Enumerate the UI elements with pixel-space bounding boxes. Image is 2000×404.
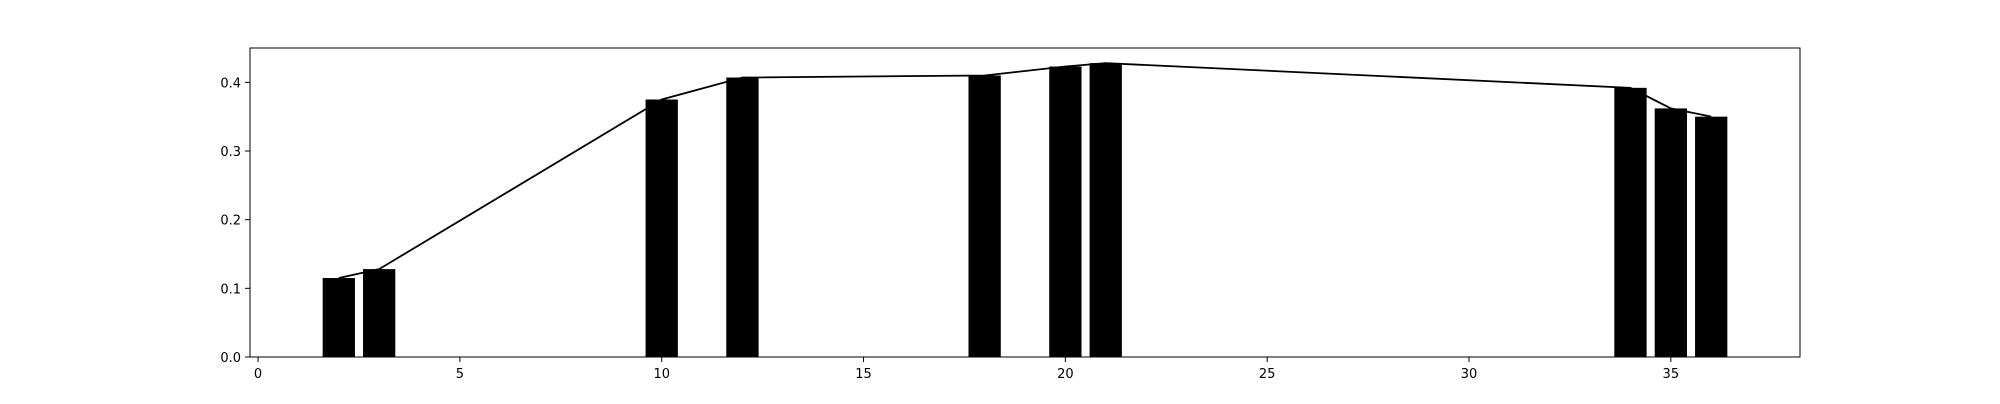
y-tick-label: 0.1 xyxy=(220,282,241,297)
y-tick-label: 0.3 xyxy=(220,145,241,160)
x-tick-label: 20 xyxy=(1057,367,1074,382)
bars-layer xyxy=(322,63,1728,358)
y-tick-label: 0.2 xyxy=(220,214,241,229)
bar xyxy=(1049,66,1082,357)
bar xyxy=(968,75,1001,357)
x-tick-label: 15 xyxy=(855,367,872,382)
ticks-layer: 0 5 10 15 20 25 30 35 0.0 0.1 0.2 0.3 0.4 xyxy=(220,76,1679,382)
bar xyxy=(322,278,355,357)
x-tick-label: 0 xyxy=(254,367,262,382)
axes-layer xyxy=(249,47,1801,358)
plot-frame xyxy=(249,47,1801,358)
y-tick-label: 0.0 xyxy=(220,351,241,366)
bar xyxy=(645,99,678,357)
bar xyxy=(726,77,759,357)
line-layer xyxy=(338,62,1712,279)
x-tick-label: 25 xyxy=(1259,367,1276,382)
bar xyxy=(1614,87,1647,357)
bar xyxy=(1695,116,1728,357)
x-tick-label: 30 xyxy=(1461,367,1478,382)
x-tick-label: 5 xyxy=(456,367,464,382)
bar xyxy=(1654,108,1687,358)
bar xyxy=(363,269,396,357)
x-tick-label: 10 xyxy=(653,367,670,382)
series-line xyxy=(338,62,1712,279)
bar xyxy=(1089,63,1122,358)
x-tick-label: 35 xyxy=(1663,367,1680,382)
y-tick-label: 0.4 xyxy=(220,76,241,91)
